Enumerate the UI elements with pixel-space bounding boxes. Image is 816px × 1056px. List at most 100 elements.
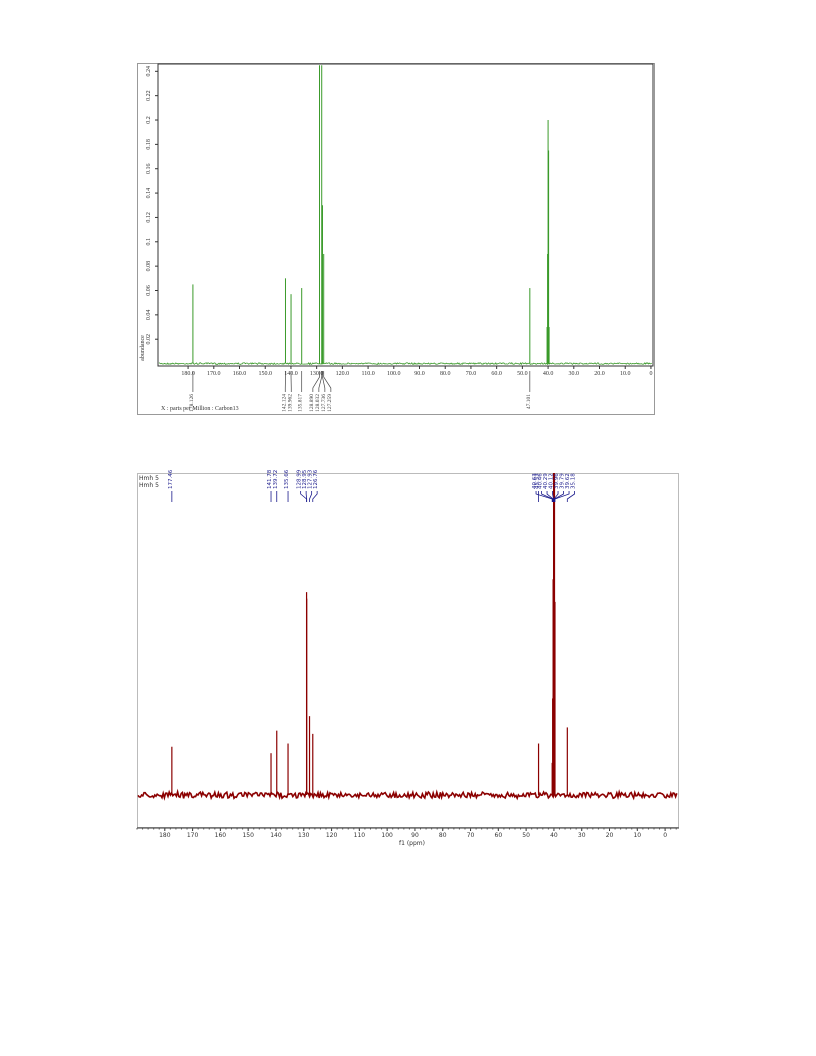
x-tick-label: 0 [649, 371, 652, 377]
peak-label: 128.890 [309, 394, 315, 412]
label-connector [305, 491, 308, 502]
x-tick-label: 130.0 [310, 371, 324, 377]
annotation: Hmh 5 [139, 482, 159, 489]
baseline-noise [158, 362, 652, 366]
x-tick-label: 10 [633, 832, 641, 839]
y-tick-label: 0.14 [146, 188, 152, 199]
x-tick-label: 50.0 [517, 371, 528, 377]
peak-label: 128.032 [315, 394, 321, 412]
x-tick-label: 40 [550, 832, 558, 839]
x-tick-label: 120.0 [336, 371, 350, 377]
baseline-noise [137, 788, 678, 801]
peak-label: 135.66 [284, 469, 290, 489]
peak-label: 40.46 [538, 473, 544, 489]
peak-label: 127.259 [327, 394, 333, 412]
x-tick-label: 20.0 [594, 371, 605, 377]
x-tick-label: 60.0 [491, 371, 502, 377]
peak-label: 128.99 [297, 469, 303, 489]
x-tick-label: 40.0 [543, 371, 554, 377]
x-tick-label: 180.0 [181, 371, 195, 377]
label-connector [566, 491, 575, 502]
x-tick-label: 180 [159, 832, 171, 839]
x-tick-label: 80 [439, 832, 447, 839]
label-connector [323, 371, 332, 392]
x-tick-label: 120 [326, 832, 338, 839]
plot-area [157, 63, 654, 367]
x-tick-label: 160 [215, 832, 227, 839]
label-connector [312, 491, 318, 502]
label-connector [309, 491, 313, 502]
x-tick-label: 110 [354, 832, 366, 839]
label-connector [312, 371, 320, 392]
label-connector [552, 491, 554, 502]
x-tick-label: 110.0 [361, 371, 374, 377]
peak-label: 47.101 [526, 394, 532, 409]
label-connector [541, 491, 554, 502]
y-tick-label: 0.18 [146, 139, 152, 150]
y-tick-label: 0.2 [146, 116, 152, 124]
y-tick-label: 0.02 [146, 334, 152, 345]
y-tick-label: 0.22 [146, 90, 152, 101]
peak-label: 139.962 [287, 394, 293, 412]
peak-label: 40.29 [543, 473, 549, 489]
peak-label: 135.817 [298, 394, 304, 412]
x-tick-label: 130 [298, 832, 310, 839]
y-tick-label: 0.06 [146, 285, 152, 296]
peak-label: 142.124 [281, 394, 287, 412]
x-tick-label: 140 [270, 832, 282, 839]
label-connector [535, 491, 553, 502]
label-connector [546, 491, 554, 502]
peak-label: 39.79 [560, 473, 566, 489]
x-tick-label: 10.0 [620, 371, 631, 377]
peak-label: 141.78 [267, 469, 273, 489]
x-tick-label: 60 [495, 832, 503, 839]
y-tick-label: 0.24 [146, 66, 152, 77]
peak-label: 128.95 [302, 469, 308, 489]
x-tick-label: 100 [381, 832, 393, 839]
y-axis-label: abundance [140, 335, 146, 361]
y-tick-label: 0.16 [146, 163, 152, 174]
x-tick-label: 30 [578, 832, 586, 839]
y-tick-label: 0.08 [146, 261, 152, 272]
x-tick-label: 170.0 [207, 371, 221, 377]
x-tick-label: 70 [467, 832, 475, 839]
y-tick-label: 0.12 [146, 212, 152, 223]
x-tick-label: 70.0 [466, 371, 477, 377]
peak-label: 40.12 [549, 473, 555, 489]
chart-frame [137, 63, 655, 415]
peak-label: 40.63 [532, 473, 538, 489]
peak-label: 45.53 [535, 473, 541, 489]
peak-label: 177.46 [168, 469, 174, 489]
peak-label: 178.126 [189, 394, 195, 412]
label-connector [318, 371, 323, 392]
peak-label: 35.18 [571, 473, 577, 489]
label-connector [554, 491, 564, 502]
x-axis-label: f1 (ppm) [399, 840, 425, 847]
peak-label: 39.96 [554, 473, 560, 489]
x-tick-label: 150 [242, 832, 254, 839]
chart-frame [137, 473, 679, 828]
x-tick-label: 20 [606, 832, 614, 839]
y-tick-label: 0.04 [146, 310, 152, 321]
x-tick-label: 160.0 [233, 371, 247, 377]
x-tick-label: 50 [522, 832, 530, 839]
label-connector [553, 491, 559, 502]
x-tick-label: 80.0 [440, 371, 451, 377]
x-tick-label: 90 [411, 832, 419, 839]
peak-label: 39.62 [565, 473, 571, 489]
x-tick-label: 0 [663, 832, 667, 839]
x-tick-label: 30.0 [569, 371, 580, 377]
peak-label: 139.72 [273, 470, 279, 489]
peak-label: 127.93 [308, 469, 314, 489]
y-tick-label: 0.1 [146, 238, 152, 246]
peak-label: 126.76 [313, 469, 319, 489]
x-tick-label: 150.0 [258, 371, 272, 377]
x-tick-label: 170 [187, 832, 199, 839]
label-connector [322, 371, 326, 392]
annotation: Hmh 5 [139, 475, 159, 482]
x-tick-label: 100.0 [387, 371, 401, 377]
peak-label: 127.736 [321, 394, 327, 412]
label-connector [554, 491, 570, 502]
x-tick-label: 90.0 [414, 371, 425, 377]
